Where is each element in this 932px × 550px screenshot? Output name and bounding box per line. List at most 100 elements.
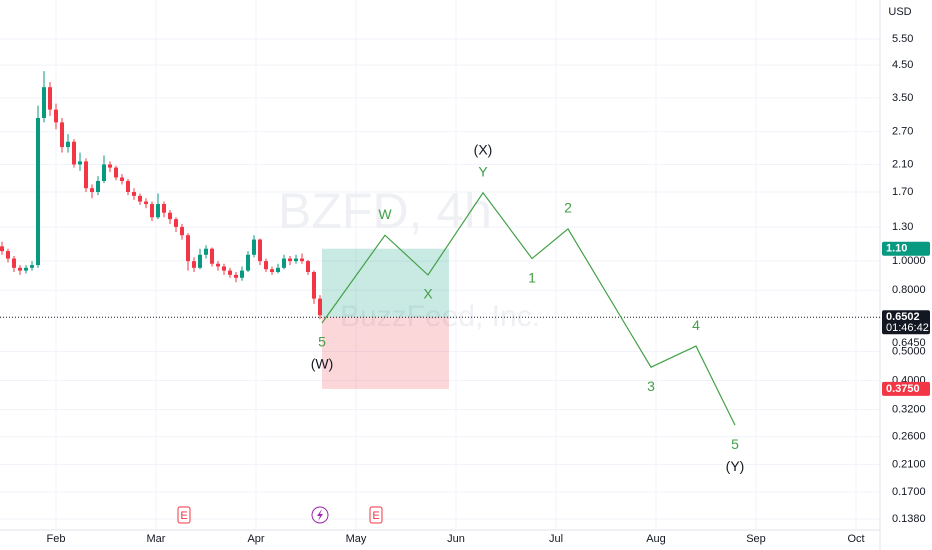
candle-body bbox=[168, 212, 172, 220]
y-tick-label: 0.3200 bbox=[892, 403, 926, 415]
split-icon bbox=[317, 509, 323, 521]
price-tag bbox=[882, 310, 930, 335]
wave-degree: (X) bbox=[474, 141, 493, 157]
price-tag-note: 0.6450 bbox=[892, 337, 926, 349]
candle-body bbox=[18, 267, 22, 271]
candle-body bbox=[174, 219, 178, 227]
candle-body bbox=[312, 271, 316, 299]
candle-body bbox=[162, 204, 166, 213]
wave-label: W bbox=[378, 206, 392, 222]
candle-body bbox=[42, 87, 46, 118]
candle-body bbox=[120, 177, 124, 181]
price-tag bbox=[882, 381, 930, 396]
watermark-name: BuzzFeed, Inc. bbox=[340, 300, 540, 333]
candle-body bbox=[78, 161, 82, 165]
wave-label: X bbox=[423, 286, 433, 302]
y-tick-label: 0.2600 bbox=[892, 431, 926, 443]
y-tick-label: 1.0000 bbox=[892, 255, 926, 267]
candle-body bbox=[186, 235, 190, 262]
y-tick-label: 0.1380 bbox=[892, 513, 926, 525]
candle-body bbox=[282, 258, 286, 268]
candle-body bbox=[264, 261, 268, 270]
event-label: E bbox=[372, 510, 379, 522]
y-tick-label: 0.5000 bbox=[892, 345, 926, 357]
candle-body bbox=[54, 109, 58, 123]
price-tag-countdown: 01:46:42 bbox=[886, 322, 929, 334]
candle-body bbox=[108, 164, 112, 168]
candle-body bbox=[30, 265, 34, 268]
candle-body bbox=[90, 188, 94, 192]
loss-zone bbox=[322, 317, 449, 389]
candle-body bbox=[96, 180, 100, 192]
candle-body bbox=[144, 201, 148, 205]
wave-label: 4 bbox=[692, 317, 700, 333]
candle-body bbox=[228, 270, 232, 275]
price-tag-label: 0.6502 bbox=[886, 311, 920, 323]
wave-degree: (W) bbox=[311, 356, 334, 372]
candle-body bbox=[300, 258, 304, 262]
y-tick-label: 0.1700 bbox=[892, 486, 926, 498]
x-tick-label: Jun bbox=[447, 533, 465, 545]
candle-body bbox=[66, 141, 70, 148]
grid bbox=[0, 0, 880, 530]
candle-body bbox=[36, 117, 40, 266]
currency: USD bbox=[888, 6, 911, 18]
candle-body bbox=[6, 251, 10, 259]
candle-body bbox=[138, 195, 142, 202]
watermark-symbol: BZFD, 4h bbox=[278, 183, 492, 239]
candle-body bbox=[180, 226, 184, 236]
x-tick-label: May bbox=[346, 533, 367, 545]
candle-body bbox=[72, 141, 76, 165]
candle-body bbox=[126, 180, 130, 192]
candle-body bbox=[240, 270, 244, 278]
candle-body bbox=[12, 258, 16, 268]
wave-label: 5 bbox=[731, 436, 739, 452]
candle-body bbox=[270, 269, 274, 272]
event-marker bbox=[369, 506, 383, 524]
y-tick-label: 1.30 bbox=[892, 221, 913, 233]
wave-label: 3 bbox=[647, 378, 655, 394]
x-tick-label: Jul bbox=[549, 533, 563, 545]
wave-label: 1 bbox=[528, 269, 536, 285]
candle-body bbox=[114, 167, 118, 178]
y-tick-label: 3.50 bbox=[892, 92, 913, 104]
candle-body bbox=[48, 87, 52, 110]
x-tick-label: Apr bbox=[247, 533, 264, 545]
candle-body bbox=[234, 274, 238, 278]
y-tick-label: 1.70 bbox=[892, 186, 913, 198]
profit-zone bbox=[322, 248, 449, 318]
candle-body bbox=[84, 161, 88, 189]
x-tick-label: Feb bbox=[47, 533, 66, 545]
event-marker bbox=[177, 506, 191, 524]
candle-body bbox=[198, 254, 202, 268]
candle-body bbox=[276, 267, 280, 272]
candle-body bbox=[132, 191, 136, 196]
candle-body bbox=[306, 261, 310, 272]
wave-degree: (Y) bbox=[726, 458, 745, 474]
candle-body bbox=[252, 239, 256, 255]
candle-body bbox=[24, 267, 28, 271]
candle-body bbox=[288, 258, 292, 262]
candle-body bbox=[150, 204, 154, 218]
candle-body bbox=[210, 248, 214, 264]
wave-label: 2 bbox=[564, 200, 572, 216]
event-label: E bbox=[180, 510, 187, 522]
y-tick-label: 2.10 bbox=[892, 158, 913, 170]
candle-body bbox=[318, 298, 322, 316]
x-tick-label: Aug bbox=[646, 533, 666, 545]
candle-body bbox=[102, 164, 106, 181]
y-tick-label: 5.50 bbox=[892, 33, 913, 45]
y-tick-label: 2.70 bbox=[892, 126, 913, 138]
candle-body bbox=[192, 261, 196, 268]
x-tick-label: Mar bbox=[147, 533, 166, 545]
candle-body bbox=[222, 266, 226, 271]
candle-body bbox=[246, 254, 250, 271]
candle-body bbox=[294, 258, 298, 262]
wave-label: 5 bbox=[318, 334, 326, 350]
candle-body bbox=[216, 263, 220, 267]
price-tag bbox=[882, 241, 930, 256]
wave-label: Y bbox=[478, 163, 488, 179]
candle-body bbox=[204, 248, 208, 255]
